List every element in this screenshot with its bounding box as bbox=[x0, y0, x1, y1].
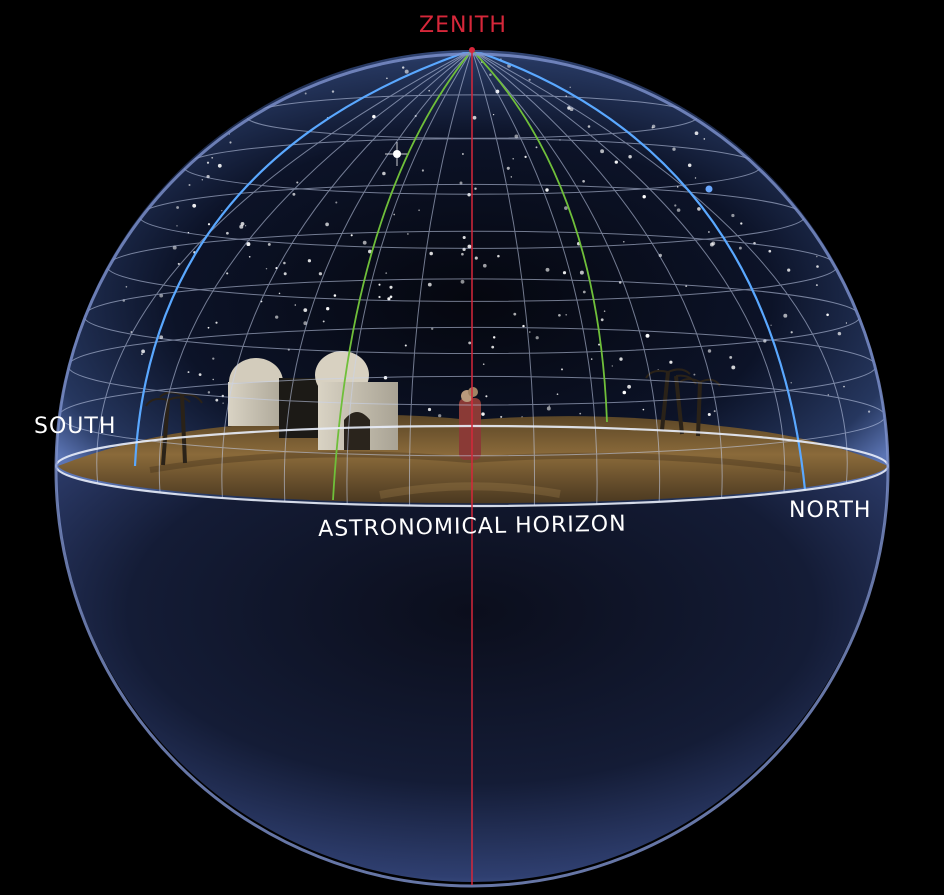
palm-trees bbox=[145, 368, 721, 466]
celestial-arcs bbox=[133, 52, 807, 501]
astronomical-horizon-label: ASTRONOMICAL HORIZON bbox=[317, 511, 627, 542]
bright-star bbox=[385, 142, 713, 193]
observer-figure bbox=[459, 387, 481, 460]
zenith-point bbox=[469, 47, 475, 53]
stars bbox=[122, 58, 871, 422]
north-label: NORTH bbox=[789, 498, 872, 523]
south-label: SOUTH bbox=[34, 414, 117, 439]
zenith-label: ZENITH bbox=[419, 13, 507, 38]
